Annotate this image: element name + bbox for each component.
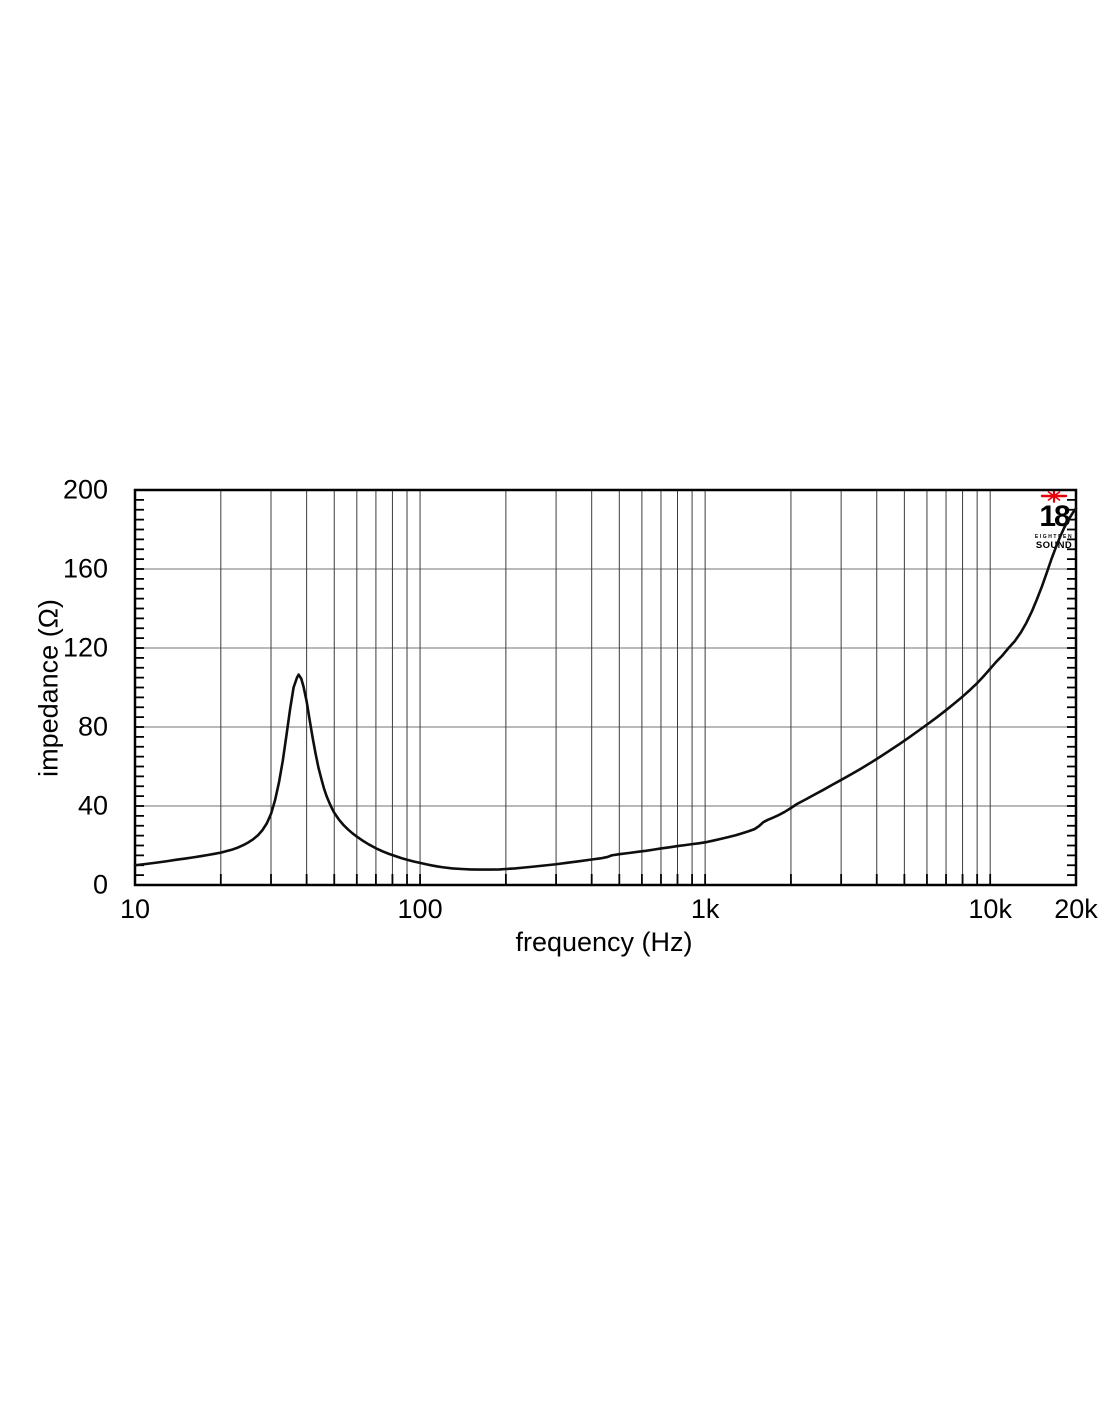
y-tick-label: 40 xyxy=(77,790,108,821)
x-tick-label: 10k xyxy=(968,894,1012,924)
y-tick-label: 80 xyxy=(77,711,108,742)
impedance-curve xyxy=(133,506,1078,871)
y-tick-label: 0 xyxy=(92,869,108,900)
y-tick-label: 200 xyxy=(62,474,108,505)
x-tick-label: 100 xyxy=(397,894,443,924)
plot-border xyxy=(133,488,1078,887)
x-axis-title: frequency (Hz) xyxy=(515,927,693,957)
logo-brand-line1: EIGHTEEN xyxy=(1034,534,1074,540)
x-tick-label: 10 xyxy=(119,894,151,924)
y-axis-title: impedance (Ω) xyxy=(33,599,64,777)
x-tick-label: 1k xyxy=(690,894,720,924)
logo-star-icon xyxy=(1040,489,1068,503)
logo-brand-line2: SOUND xyxy=(1035,540,1073,551)
y-tick-label: 160 xyxy=(62,553,108,584)
y-tick-label: 120 xyxy=(62,632,108,663)
x-tick-label: 20k xyxy=(1054,894,1098,924)
